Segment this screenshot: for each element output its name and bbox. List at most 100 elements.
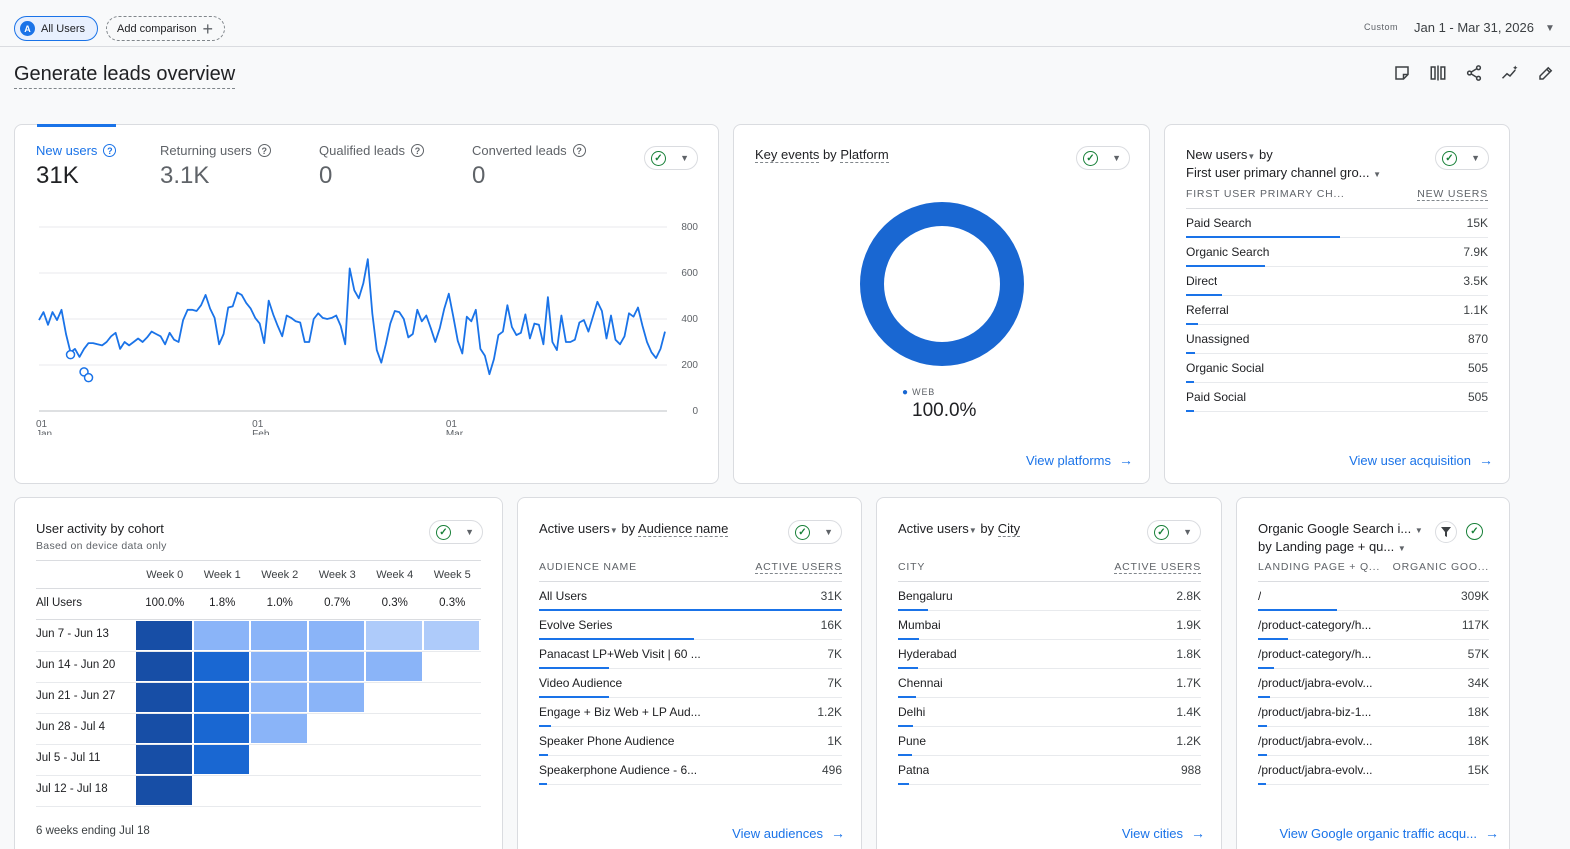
- cohort-cell[interactable]: [193, 745, 249, 774]
- row-share-bar: [1186, 323, 1198, 325]
- share-icon[interactable]: [1463, 62, 1485, 84]
- cohort-cell[interactable]: [308, 652, 364, 681]
- card-options-dropdown[interactable]: ✓ ▼: [788, 520, 842, 544]
- cohort-cell[interactable]: [136, 745, 192, 774]
- data-point-marker: [65, 349, 76, 360]
- metric-tab-converted-leads[interactable]: Converted leads? 0: [472, 143, 586, 190]
- note-icon[interactable]: [1391, 62, 1413, 84]
- table-row[interactable]: Hyderabad 1.8K: [898, 640, 1201, 669]
- table-row[interactable]: /product/jabra-evolv... 34K: [1258, 669, 1489, 698]
- table-row[interactable]: Panacast LP+Web Visit | 60 ... 7K: [539, 640, 842, 669]
- row-value: 117K: [1461, 618, 1489, 632]
- row-share-bar: [1186, 294, 1222, 296]
- table-row[interactable]: /product-category/h... 57K: [1258, 640, 1489, 669]
- table-row[interactable]: Paid Social 505: [1186, 383, 1488, 412]
- segment-chip-all-users[interactable]: A All Users: [14, 16, 98, 41]
- cohort-cell[interactable]: [366, 621, 422, 650]
- metric-selector[interactable]: Active users: [898, 521, 969, 536]
- chevron-down-icon: ▼: [824, 527, 833, 537]
- view-audiences-link[interactable]: View audiences →: [732, 825, 845, 841]
- compare-columns-icon[interactable]: [1427, 62, 1449, 84]
- card-options-check[interactable]: ✓: [1466, 523, 1483, 540]
- metric-selector[interactable]: Key events: [755, 147, 820, 163]
- metric-tab-qualified-leads[interactable]: Qualified leads? 0: [319, 143, 424, 190]
- table-row[interactable]: Referral 1.1K: [1186, 296, 1488, 325]
- metric-selector[interactable]: Organic Google Search i...: [1258, 521, 1412, 536]
- table-row[interactable]: /product-category/h... 117K: [1258, 611, 1489, 640]
- row-share-bar: [1186, 265, 1265, 267]
- table-row[interactable]: Bengaluru 2.8K: [898, 582, 1201, 611]
- cohort-cell[interactable]: [136, 621, 192, 650]
- column-header[interactable]: NEW USERS: [1417, 188, 1488, 201]
- view-google-organic-link[interactable]: View Google organic traffic acqu... →: [1279, 825, 1499, 841]
- table-row[interactable]: Delhi 1.4K: [898, 698, 1201, 727]
- dimension-selector[interactable]: Audience name: [638, 521, 729, 537]
- table-row[interactable]: Video Audience 7K: [539, 669, 842, 698]
- help-icon[interactable]: ?: [411, 144, 424, 157]
- cohort-cell[interactable]: [193, 652, 249, 681]
- table-row[interactable]: Direct 3.5K: [1186, 267, 1488, 296]
- cohort-cell[interactable]: [136, 683, 192, 712]
- table-row[interactable]: Mumbai 1.9K: [898, 611, 1201, 640]
- column-header[interactable]: ACTIVE USERS: [755, 561, 842, 574]
- help-icon[interactable]: ?: [103, 144, 117, 157]
- insights-icon[interactable]: [1499, 62, 1521, 84]
- table-row[interactable]: / 309K: [1258, 582, 1489, 611]
- cohort-cell[interactable]: [366, 652, 422, 681]
- help-icon[interactable]: ?: [572, 144, 586, 157]
- cohort-cell[interactable]: [308, 683, 364, 712]
- card-options-dropdown[interactable]: ✓ ▼: [1435, 146, 1489, 170]
- cohort-cell[interactable]: [193, 621, 249, 650]
- date-dropdown-icon[interactable]: ▼: [1545, 23, 1555, 34]
- table-row[interactable]: /product/jabra-evolv... 18K: [1258, 727, 1489, 756]
- metric-selector[interactable]: New users: [1186, 147, 1248, 162]
- table-row[interactable]: /product/jabra-evolv... 15K: [1258, 756, 1489, 785]
- table-row[interactable]: /product/jabra-biz-1... 18K: [1258, 698, 1489, 727]
- view-platforms-link[interactable]: View platforms →: [1025, 452, 1133, 468]
- cohort-row-label: Jun 14 - Jun 20: [36, 659, 116, 671]
- cohort-cell[interactable]: [251, 714, 307, 743]
- edit-icon[interactable]: [1535, 62, 1557, 84]
- add-comparison-button[interactable]: Add comparison +: [106, 16, 225, 41]
- table-row[interactable]: Patna 988: [898, 756, 1201, 785]
- table-row[interactable]: Organic Search 7.9K: [1186, 238, 1488, 267]
- table-row[interactable]: Pune 1.2K: [898, 727, 1201, 756]
- column-header[interactable]: ACTIVE USERS: [1114, 561, 1201, 574]
- card-options-dropdown[interactable]: ✓ ▼: [1076, 146, 1130, 170]
- filter-icon[interactable]: [1435, 521, 1457, 543]
- card-options-dropdown[interactable]: ✓ ▼: [644, 146, 698, 170]
- dimension-selector[interactable]: City: [997, 521, 1021, 537]
- table-row[interactable]: Speaker Phone Audience 1K: [539, 727, 842, 756]
- table-row[interactable]: Paid Search 15K: [1186, 209, 1488, 238]
- table-row[interactable]: Unassigned 870: [1186, 325, 1488, 354]
- cohort-cell[interactable]: [136, 776, 192, 805]
- card-options-dropdown[interactable]: ✓ ▼: [429, 520, 483, 544]
- cohort-cell[interactable]: [193, 683, 249, 712]
- table-row[interactable]: Evolve Series 16K: [539, 611, 842, 640]
- metric-selector[interactable]: Active users: [539, 521, 610, 536]
- dimension-selector[interactable]: Platform: [840, 147, 889, 163]
- metric-tab-new-users[interactable]: New users? 31K: [36, 143, 117, 190]
- date-range-picker[interactable]: Jan 1 - Mar 31, 2026: [1414, 20, 1534, 35]
- card-options-dropdown[interactable]: ✓ ▼: [1147, 520, 1201, 544]
- cohort-cell[interactable]: [136, 714, 192, 743]
- cohort-cell[interactable]: [423, 621, 479, 650]
- table-row[interactable]: Organic Social 505: [1186, 354, 1488, 383]
- table-row[interactable]: Speakerphone Audience - 6... 496: [539, 756, 842, 785]
- help-icon[interactable]: ?: [257, 144, 271, 157]
- table-row[interactable]: Engage + Biz Web + LP Aud... 1.2K: [539, 698, 842, 727]
- view-cities-link[interactable]: View cities →: [1121, 825, 1205, 841]
- dimension-selector[interactable]: First user primary channel gro...: [1186, 165, 1370, 180]
- metric-tab-returning-users[interactable]: Returning users? 3.1K: [160, 143, 271, 190]
- column-header[interactable]: ORGANIC GOO...: [1392, 561, 1489, 573]
- table-row[interactable]: All Users 31K: [539, 582, 842, 611]
- cohort-cell[interactable]: [308, 621, 364, 650]
- table-row[interactable]: Chennai 1.7K: [898, 669, 1201, 698]
- cohort-cell[interactable]: [251, 683, 307, 712]
- dimension-selector[interactable]: by Landing page + qu...: [1258, 539, 1395, 554]
- view-user-acquisition-link[interactable]: View user acquisition →: [1349, 452, 1493, 468]
- cohort-cell[interactable]: [136, 652, 192, 681]
- cohort-cell[interactable]: [251, 621, 307, 650]
- cohort-cell[interactable]: [251, 652, 307, 681]
- cohort-cell[interactable]: [193, 714, 249, 743]
